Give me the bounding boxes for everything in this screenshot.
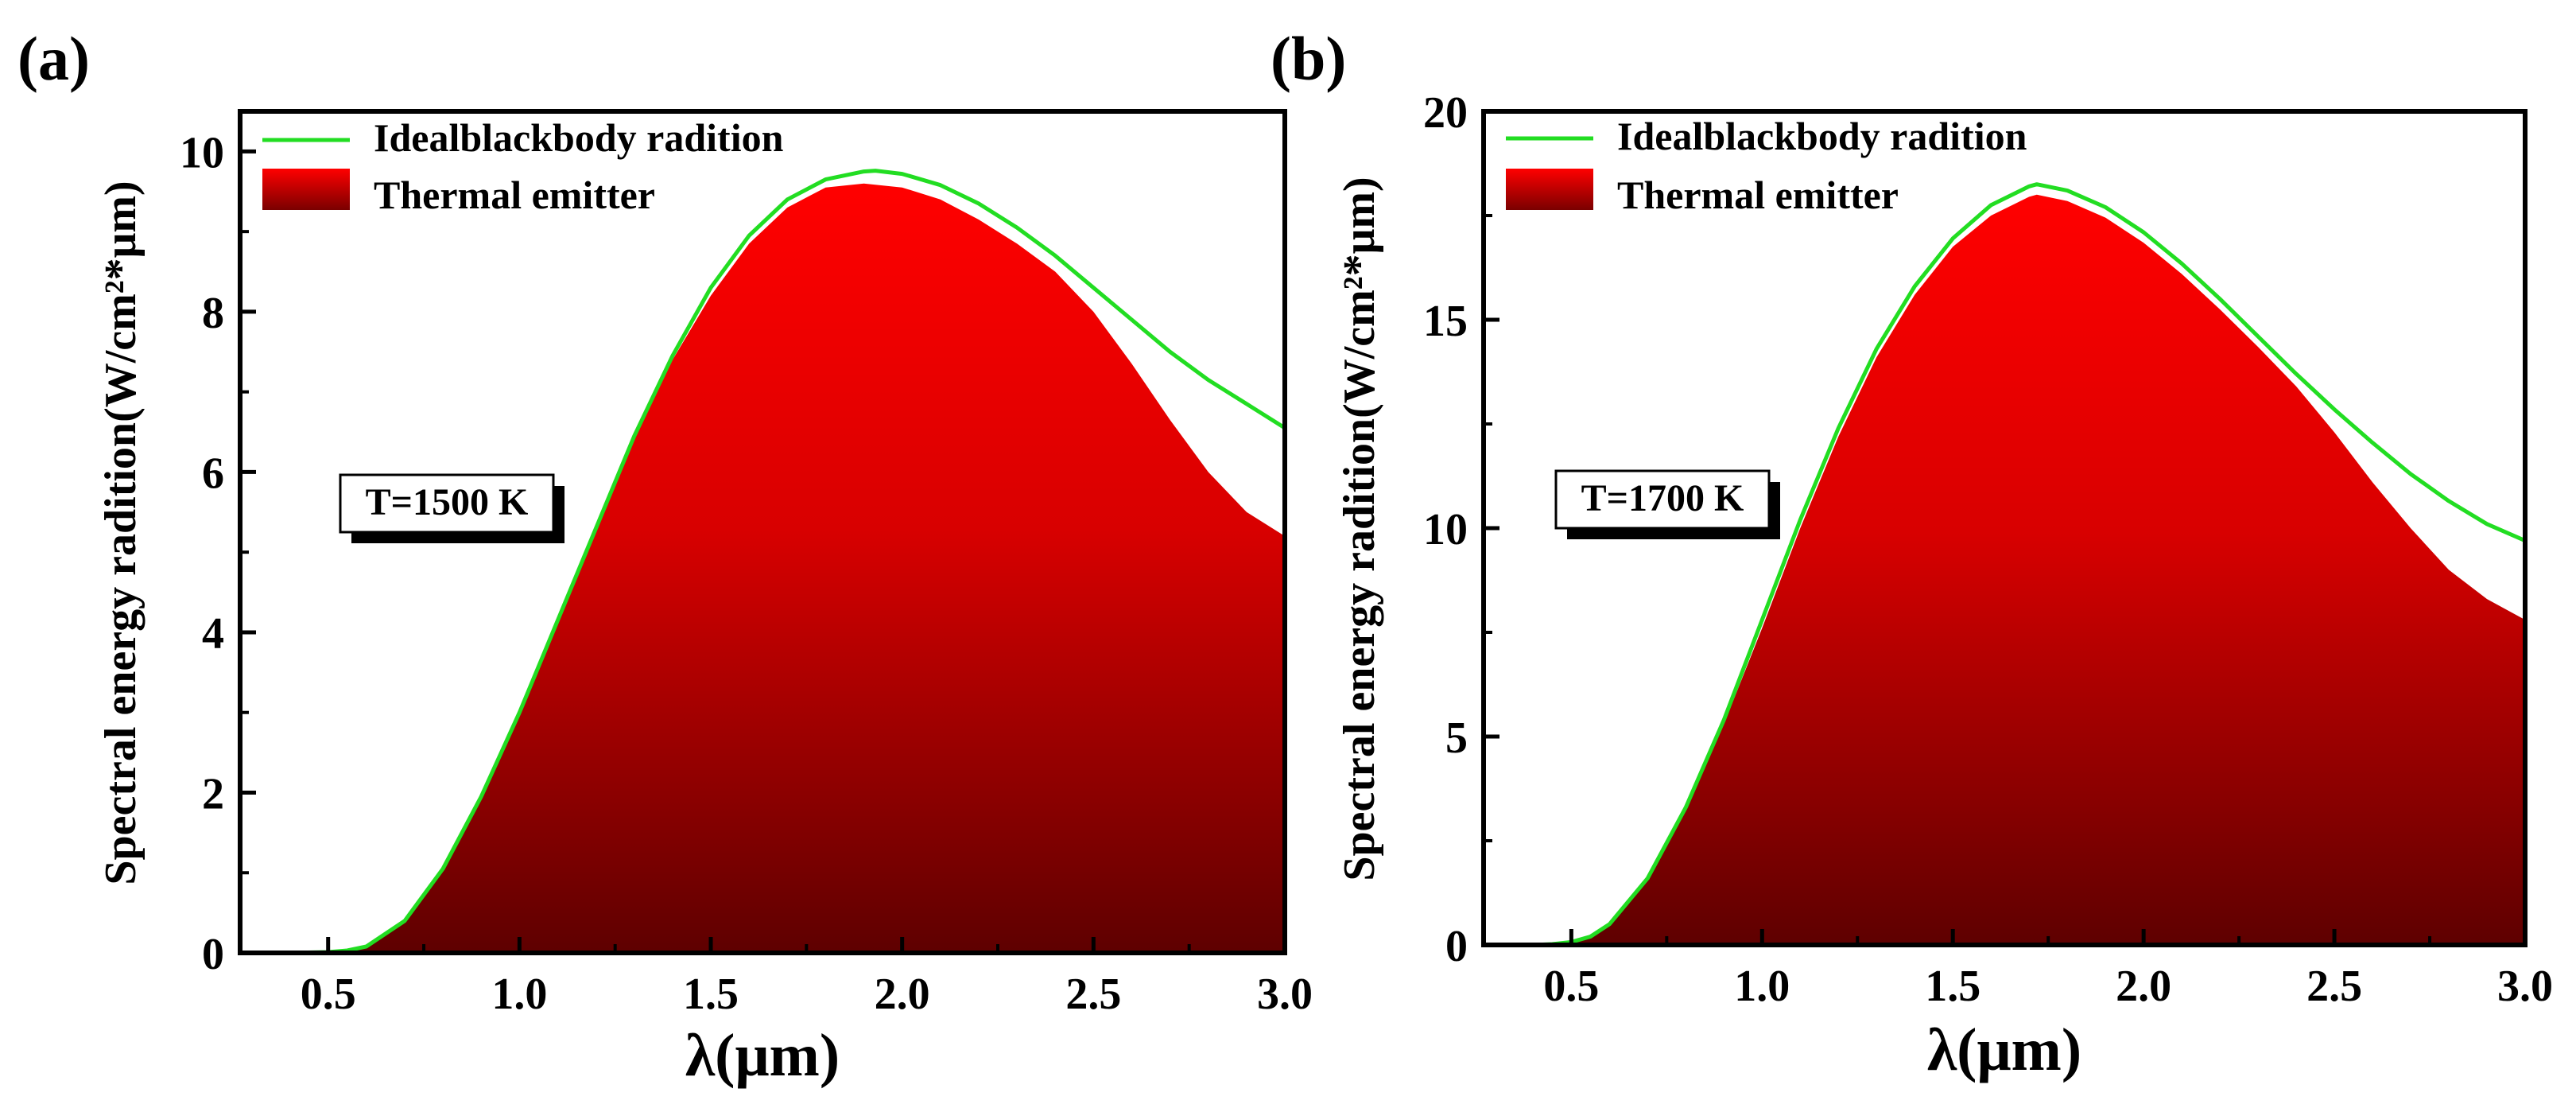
y-tick-label: 10 bbox=[1423, 505, 1468, 554]
blackbody-line bbox=[240, 169, 1286, 955]
x-tick-label: 3.0 bbox=[1257, 970, 1313, 1019]
blackbody-line bbox=[1484, 182, 2526, 947]
panel-label: (a) bbox=[17, 24, 90, 93]
chart-panel-b: 0.5 1.0 1.5 2.0 2.5 3.0 0 5 10 15 20 λ(μm) Spectral … bbox=[1271, 24, 2553, 1083]
legend-label-blackbody: Idealblackbody radition bbox=[374, 115, 784, 160]
y-tick-label: 0 bbox=[202, 930, 224, 979]
y-axis-title: Spectral energy radition(W/cm²*μm) bbox=[1335, 177, 1384, 881]
legend-area-swatch bbox=[1506, 169, 1593, 210]
x-tick-label: 1.5 bbox=[683, 970, 739, 1019]
x-tick-label: 3.0 bbox=[2497, 962, 2553, 1011]
x-tick-label: 2.0 bbox=[875, 970, 930, 1019]
x-axis-title: λ(μm) bbox=[1927, 1017, 2081, 1083]
thermal-emitter-area bbox=[240, 183, 1285, 953]
x-tick-label: 0.5 bbox=[301, 970, 356, 1019]
chart-panel-a: 0.5 1.0 1.5 2.0 2.5 3.0 0 2 4 6 8 10 λ(μm) Spectral e… bbox=[17, 24, 1313, 1089]
legend-area-swatch bbox=[262, 169, 350, 210]
y-tick-label: 5 bbox=[1445, 713, 1468, 763]
y-tick-label: 2 bbox=[202, 769, 224, 818]
temperature-label: T=1700 K bbox=[1581, 477, 1744, 519]
x-tick-label: 1.0 bbox=[1734, 962, 1790, 1011]
thermal-emitter-area bbox=[1484, 194, 2525, 946]
temperature-box bbox=[1554, 469, 1771, 530]
y-tick-label: 20 bbox=[1423, 88, 1468, 138]
y-tick-label: 6 bbox=[202, 449, 224, 498]
x-tick-label: 1.0 bbox=[491, 970, 547, 1019]
legend-label-blackbody: Idealblackbody radition bbox=[1617, 114, 2027, 158]
plot-frame bbox=[238, 109, 1287, 955]
x-tick-label: 2.0 bbox=[2116, 962, 2171, 1011]
temperature-box bbox=[339, 473, 555, 534]
x-tick-label: 2.5 bbox=[1065, 970, 1121, 1019]
legend-label-emitter: Thermal emitter bbox=[1617, 173, 1899, 217]
x-tick-label: 0.5 bbox=[1543, 962, 1599, 1011]
legend-label-emitter: Thermal emitter bbox=[374, 173, 655, 217]
y-axis-title: Spectral energy radition(W/cm²*μm) bbox=[96, 181, 145, 884]
y-tick-label: 8 bbox=[202, 289, 224, 338]
y-tick-label: 10 bbox=[180, 128, 224, 177]
y-tick-label: 15 bbox=[1423, 297, 1468, 346]
x-axis-title: λ(μm) bbox=[685, 1022, 840, 1089]
x-tick-label: 1.5 bbox=[1925, 962, 1980, 1011]
y-tick-label: 4 bbox=[202, 609, 224, 659]
x-tick-label: 2.5 bbox=[2306, 962, 2362, 1011]
y-tick-label: 0 bbox=[1445, 922, 1468, 971]
temperature-label: T=1500 K bbox=[366, 481, 529, 523]
panel-label: (b) bbox=[1271, 24, 1346, 93]
